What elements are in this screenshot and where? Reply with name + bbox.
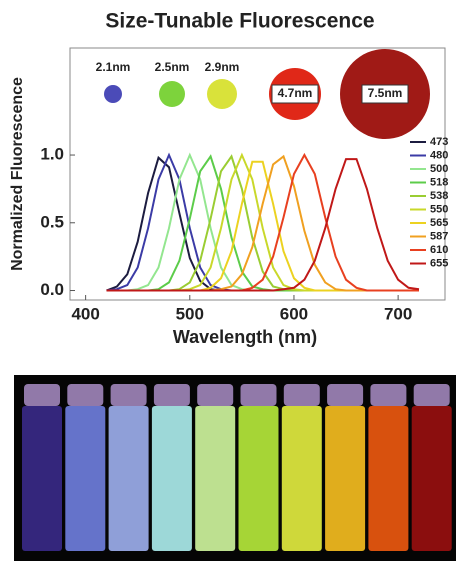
vial <box>152 406 192 551</box>
vial <box>325 406 365 551</box>
vial-cap <box>327 384 363 406</box>
y-tick-label: 0.5 <box>40 212 64 231</box>
legend-label: 587 <box>430 230 448 242</box>
legend-label: 480 <box>430 149 448 161</box>
vial <box>412 406 452 551</box>
vial-cap <box>24 384 60 406</box>
vial <box>195 406 235 551</box>
vial <box>282 406 322 551</box>
particle-label: 4.7nm <box>278 86 313 100</box>
legend-label: 655 <box>430 257 448 269</box>
vial-cap <box>154 384 190 406</box>
legend-label: 550 <box>430 203 448 215</box>
legend-label: 473 <box>430 136 448 148</box>
vial-cap <box>284 384 320 406</box>
particle <box>104 85 122 103</box>
vial-cap <box>370 384 406 406</box>
vial-cap <box>197 384 233 406</box>
legend-label: 610 <box>430 244 448 256</box>
particle-label: 2.5nm <box>155 60 190 74</box>
x-tick-label: 700 <box>384 304 412 323</box>
particle-label: 7.5nm <box>368 86 403 100</box>
vial-cap <box>111 384 147 406</box>
particle <box>159 81 185 107</box>
vial <box>368 406 408 551</box>
y-axis-label: Normalized Fluorescence <box>9 77 26 271</box>
vial-cap <box>241 384 277 406</box>
figure: Size-Tunable Fluorescence Wavelength (nm… <box>0 0 467 564</box>
legend-label: 565 <box>430 217 448 229</box>
y-tick-label: 1.0 <box>40 145 64 164</box>
x-tick-label: 400 <box>71 304 99 323</box>
vial <box>239 406 279 551</box>
vial-cap <box>414 384 450 406</box>
vial <box>65 406 105 551</box>
particle-label: 2.9nm <box>205 60 240 74</box>
x-axis-label: Wavelength (nm) <box>173 327 317 347</box>
x-tick-label: 500 <box>176 304 204 323</box>
legend-label: 518 <box>430 176 448 188</box>
vial-cap <box>67 384 103 406</box>
vial <box>22 406 62 551</box>
x-tick-label: 600 <box>280 304 308 323</box>
legend-label: 500 <box>430 163 448 175</box>
particle <box>207 79 237 109</box>
particle-label: 2.1nm <box>96 60 131 74</box>
legend-label: 538 <box>430 190 448 202</box>
chart-title: Size-Tunable Fluorescence <box>105 10 374 33</box>
vial <box>109 406 149 551</box>
y-tick-label: 0.0 <box>40 280 64 299</box>
